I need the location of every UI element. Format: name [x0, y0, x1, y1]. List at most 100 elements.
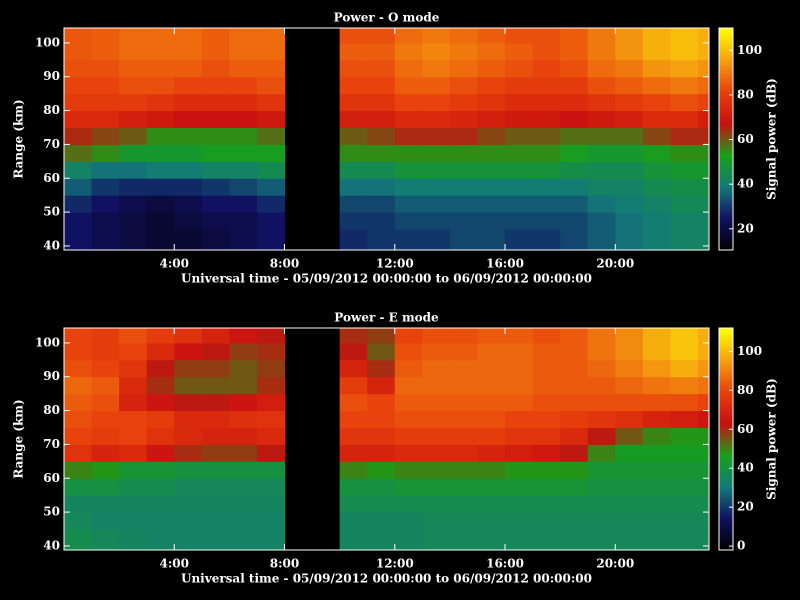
chart-title: Power - O mode	[334, 11, 440, 25]
colorbar-step	[719, 386, 733, 390]
heatmap-cell	[119, 161, 148, 179]
colorbar-step	[719, 223, 733, 227]
heatmap-cell	[477, 28, 506, 44]
heatmap-cell	[670, 161, 699, 179]
heatmap-cell	[615, 512, 644, 530]
colorbar-step	[719, 461, 733, 464]
heatmap-cell	[394, 59, 423, 78]
colorbar-step	[719, 82, 733, 86]
heatmap-cell	[697, 229, 709, 250]
heatmap-cell	[449, 212, 478, 230]
heatmap-cell	[367, 512, 396, 530]
heatmap-cell	[422, 495, 451, 513]
heatmap-cell	[587, 427, 616, 445]
colorbar-step	[719, 213, 733, 217]
heatmap-cell	[477, 328, 506, 344]
colorbar-step	[719, 483, 733, 486]
heatmap-cell	[422, 444, 451, 462]
heatmap-cell	[505, 529, 534, 550]
heatmap-cell	[229, 195, 258, 213]
heatmap-cell	[256, 76, 286, 95]
colorbar-step	[719, 517, 733, 521]
heatmap-cell	[174, 161, 203, 179]
heatmap-cell	[119, 461, 148, 479]
heatmap-cell	[642, 512, 671, 530]
heatmap-cell	[477, 444, 506, 462]
colorbar-step	[719, 100, 733, 104]
colorbar-step	[719, 245, 733, 249]
heatmap-cell	[201, 512, 230, 530]
heatmap-cell	[642, 427, 671, 445]
heatmap-cell	[697, 461, 709, 479]
colorbar-step	[719, 465, 733, 468]
heatmap-cell	[642, 59, 671, 78]
colorbar-step	[719, 515, 733, 519]
colorbar-step	[719, 424, 733, 428]
heatmap-cell	[587, 110, 616, 128]
colorbar-step	[719, 56, 733, 59]
heatmap-cell	[119, 178, 148, 196]
heatmap-cell	[422, 393, 451, 412]
heatmap-cell	[560, 178, 589, 196]
colorbar-step	[719, 195, 733, 199]
colorbar-step	[719, 547, 733, 551]
heatmap-cell	[174, 410, 203, 428]
heatmap-cell	[477, 410, 506, 428]
heatmap-cell	[256, 461, 286, 479]
heatmap-cell	[256, 359, 286, 378]
colorbar-step	[719, 62, 733, 65]
heatmap-cell	[91, 28, 120, 44]
heatmap-cell	[449, 328, 478, 344]
heatmap-cell	[174, 144, 203, 162]
heatmap-cell	[146, 478, 175, 496]
x-tick-label: 16:00	[486, 557, 524, 571]
x-axis-label: Universal time - 05/09/2012 00:00:00 to …	[181, 272, 592, 286]
y-tick-label: 100	[35, 335, 60, 349]
heatmap-cell	[505, 195, 534, 213]
colorbar-step	[719, 141, 733, 144]
heatmap-cell	[256, 229, 286, 250]
heatmap-cell	[670, 393, 699, 412]
heatmap-cell	[560, 410, 589, 428]
heatmap-cell	[587, 195, 616, 213]
colorbar-step	[719, 241, 733, 245]
heatmap-cell	[394, 328, 423, 344]
heatmap-cell	[91, 410, 120, 428]
colorbar-step	[719, 497, 733, 501]
heatmap-cell	[449, 59, 478, 78]
colorbar-step	[719, 110, 733, 114]
heatmap-cell	[615, 212, 644, 230]
heatmap-cell	[229, 461, 258, 479]
heatmap-cell	[64, 410, 93, 428]
heatmap-cell	[367, 59, 396, 78]
heatmap-cell	[91, 478, 120, 496]
colorbar-step	[719, 473, 733, 476]
colorbar-step	[719, 439, 733, 442]
colorbar-step	[719, 205, 733, 209]
colorbar-step	[719, 143, 733, 146]
heatmap-cell	[697, 328, 709, 344]
heatmap-cell	[91, 461, 120, 479]
heatmap-cell	[64, 76, 93, 95]
heatmap-cell	[394, 376, 423, 395]
heatmap-cell	[394, 478, 423, 496]
heatmap-cell	[560, 444, 589, 462]
heatmap-cell	[394, 512, 423, 530]
colorbar-step	[719, 372, 733, 375]
heatmap-cell	[394, 178, 423, 196]
colorbar-step	[719, 102, 733, 106]
heatmap-cell	[64, 444, 93, 462]
colorbar-step	[719, 358, 733, 361]
colorbar-step	[719, 30, 733, 33]
heatmap-cell	[505, 42, 534, 61]
heatmap-cell	[477, 342, 506, 361]
heatmap-cell	[119, 359, 148, 378]
heatmap-cell	[697, 76, 709, 95]
heatmap-cell	[505, 495, 534, 513]
colorbar-step	[719, 525, 733, 529]
colorbar-step	[719, 116, 733, 120]
heatmap-cell	[229, 59, 258, 78]
heatmap-cell	[229, 212, 258, 230]
colorbar-step	[719, 422, 733, 426]
heatmap-cell	[201, 93, 230, 112]
